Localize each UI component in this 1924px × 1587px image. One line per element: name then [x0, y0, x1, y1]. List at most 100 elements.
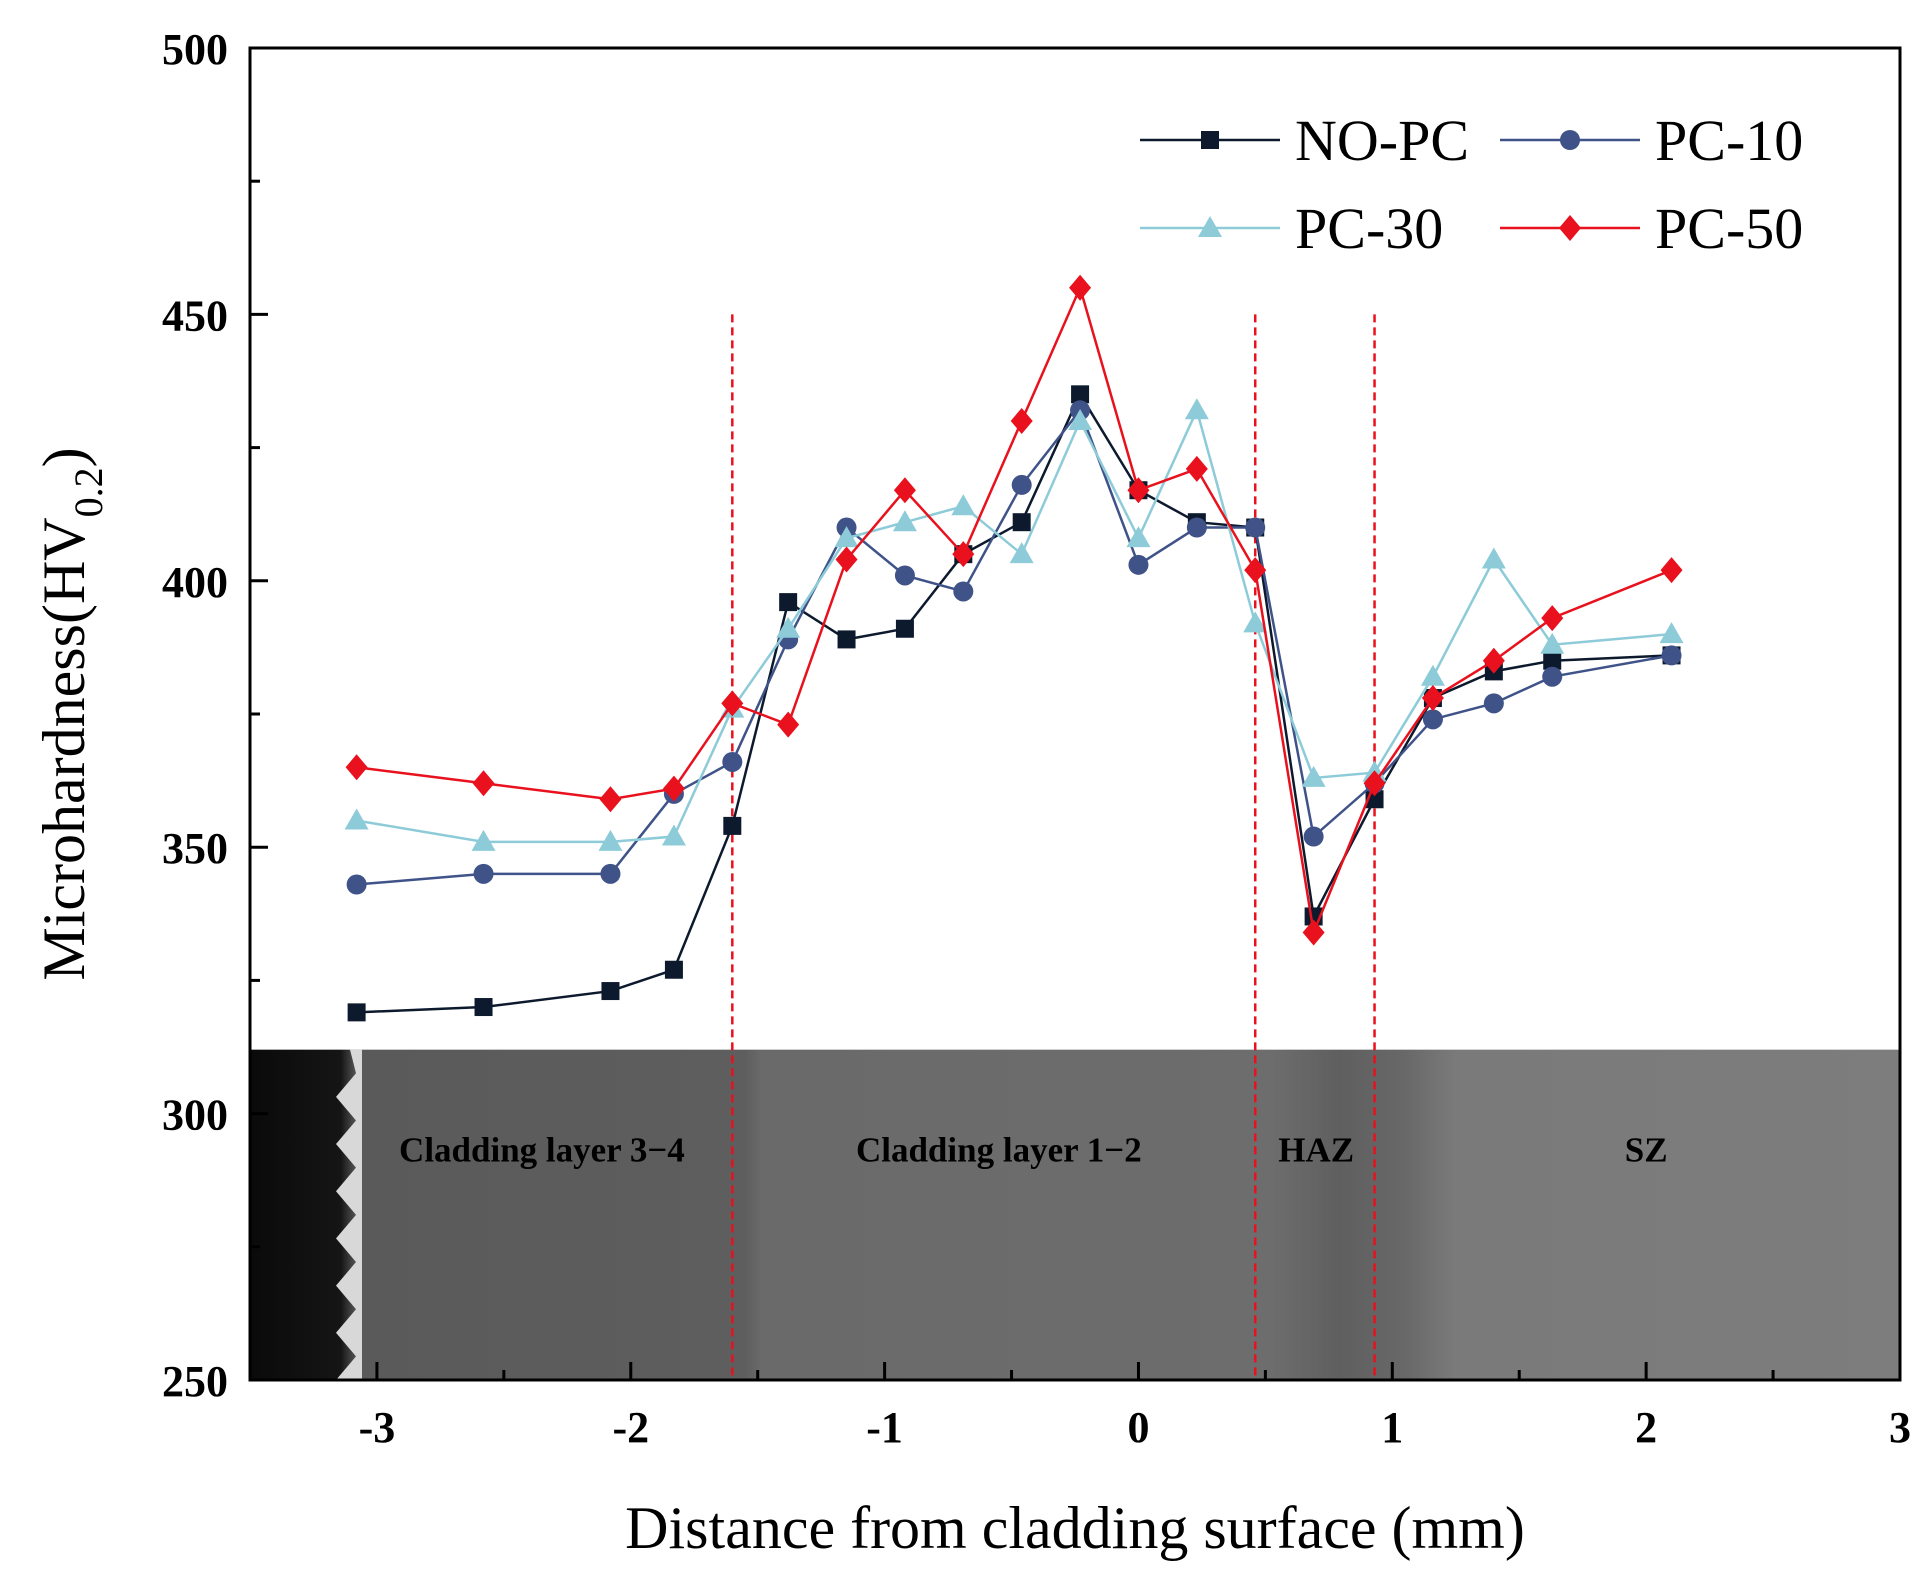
legend-item-no-pc: NO-PC — [1140, 108, 1469, 173]
data-point-pc-50 — [1363, 770, 1386, 797]
data-point-pc-30 — [661, 824, 686, 846]
data-point-pc-50 — [1482, 647, 1505, 674]
data-point-pc-30 — [1659, 622, 1684, 644]
series-pc-50 — [345, 274, 1683, 946]
y-tick-label: 350 — [162, 824, 228, 873]
y-tick-label: 450 — [162, 291, 228, 340]
data-point-pc-50 — [1244, 557, 1267, 584]
data-point-no-pc — [601, 982, 620, 1001]
data-point-pc-30 — [344, 808, 369, 830]
data-point-pc-50 — [777, 711, 800, 738]
data-point-pc-50 — [1127, 477, 1150, 504]
legend-label-pc-30: PC-30 — [1295, 196, 1443, 261]
data-point-pc-50 — [835, 546, 858, 573]
data-point-pc-10 — [1128, 554, 1149, 575]
legend: NO-PC PC-10 PC-30 PC-50 — [1140, 108, 1803, 261]
data-point-no-pc — [723, 816, 742, 835]
y-axis-title-main: Microhardness(HV — [31, 517, 97, 980]
data-point-pc-50 — [1010, 407, 1033, 434]
data-point-pc-30 — [892, 510, 917, 532]
data-point-no-pc — [474, 998, 493, 1017]
data-point-pc-30 — [1540, 632, 1565, 654]
legend-marker-pc-10 — [1560, 130, 1580, 150]
data-point-pc-50 — [1069, 274, 1092, 301]
x-tick-label: 3 — [1889, 1403, 1911, 1452]
data-point-pc-50 — [1302, 919, 1325, 946]
zone-boundaries — [731, 314, 1376, 1380]
data-point-no-pc — [664, 960, 683, 979]
data-point-no-pc — [837, 630, 856, 649]
x-axis-title: Distance from cladding surface (mm) — [625, 1495, 1525, 1561]
region-label: SZ — [1625, 1131, 1668, 1170]
data-point-pc-30 — [776, 616, 801, 638]
region-labels: Cladding layer 3−4 Cladding layer 1−2 HAZ S… — [399, 1131, 1668, 1170]
legend-marker-no-pc — [1201, 131, 1219, 149]
data-point-pc-50 — [472, 770, 495, 797]
data-point-pc-10 — [1245, 517, 1266, 538]
data-point-no-pc — [895, 619, 914, 638]
data-point-no-pc — [1543, 651, 1562, 670]
data-point-pc-50 — [893, 477, 916, 504]
data-point-pc-30 — [1068, 408, 1093, 430]
data-point-pc-50 — [662, 775, 685, 802]
data-point-pc-10 — [600, 863, 621, 884]
data-point-no-pc — [1012, 513, 1031, 532]
x-tick-label: 0 — [1127, 1403, 1149, 1452]
data-point-pc-10 — [1661, 645, 1682, 666]
region-label: Cladding layer 3−4 — [399, 1131, 685, 1170]
data-point-pc-50 — [1185, 455, 1208, 482]
data-point-pc-30 — [951, 494, 976, 516]
data-point-pc-50 — [599, 786, 622, 813]
series-line-no-pc — [356, 391, 1672, 1014]
data-point-pc-10 — [1303, 826, 1324, 847]
data-point-pc-10 — [1483, 693, 1504, 714]
y-axis-title-subscript: 0.2 — [66, 467, 111, 517]
x-tick-label: -1 — [866, 1403, 903, 1452]
y-tick-label: 300 — [162, 1091, 228, 1140]
data-point-pc-10 — [1011, 474, 1032, 495]
series-pc-10 — [346, 400, 1682, 895]
y-tick-label: 500 — [162, 25, 228, 74]
data-point-pc-10 — [1542, 666, 1563, 687]
x-tick-label: -2 — [612, 1403, 649, 1452]
data-point-pc-50 — [345, 754, 368, 781]
micrograph-surface-edge — [336, 1049, 362, 1380]
data-point-pc-10 — [473, 863, 494, 884]
data-point-pc-30 — [1301, 765, 1326, 787]
data-point-no-pc — [779, 593, 798, 612]
series-line-pc-30 — [356, 406, 1672, 844]
y-tick-label: 400 — [162, 558, 228, 607]
data-point-pc-30 — [834, 526, 859, 548]
data-point-pc-30 — [1009, 542, 1034, 564]
data-point-pc-50 — [952, 541, 975, 568]
x-tick-label: 1 — [1381, 1403, 1403, 1452]
y-axis-title: Microhardness(HV0.2) — [31, 447, 111, 980]
data-point-no-pc — [347, 1003, 366, 1022]
legend-item-pc-10: PC-10 — [1500, 108, 1803, 173]
legend-label-pc-10: PC-10 — [1655, 108, 1803, 173]
data-point-no-pc — [1071, 385, 1090, 404]
data-point-pc-10 — [1186, 517, 1207, 538]
legend-label-no-pc: NO-PC — [1295, 108, 1469, 173]
region-label: Cladding layer 1−2 — [856, 1131, 1142, 1170]
series-line-pc-50 — [356, 284, 1673, 938]
data-point-pc-10 — [722, 751, 743, 772]
x-tick-label: 2 — [1635, 1403, 1657, 1452]
y-tick-label: 250 — [162, 1357, 228, 1406]
data-point-pc-30 — [471, 829, 496, 851]
region-label: HAZ — [1278, 1131, 1354, 1170]
legend-item-pc-50: PC-50 — [1500, 196, 1803, 261]
series-pc-30 — [344, 398, 1684, 851]
data-point-pc-30 — [1243, 611, 1268, 633]
x-tick-label: -3 — [359, 1403, 396, 1452]
micrograph-band — [250, 1049, 1900, 1380]
data-point-pc-10 — [346, 874, 367, 895]
legend-marker-pc-30 — [1198, 216, 1222, 237]
data-point-pc-30 — [1481, 547, 1506, 569]
data-point-pc-50 — [721, 690, 744, 717]
y-axis-title-close: ) — [31, 447, 97, 467]
data-point-pc-30 — [1420, 664, 1445, 686]
data-point-pc-30 — [1126, 526, 1151, 548]
data-point-pc-10 — [1422, 709, 1443, 730]
data-point-pc-30 — [1184, 398, 1209, 420]
